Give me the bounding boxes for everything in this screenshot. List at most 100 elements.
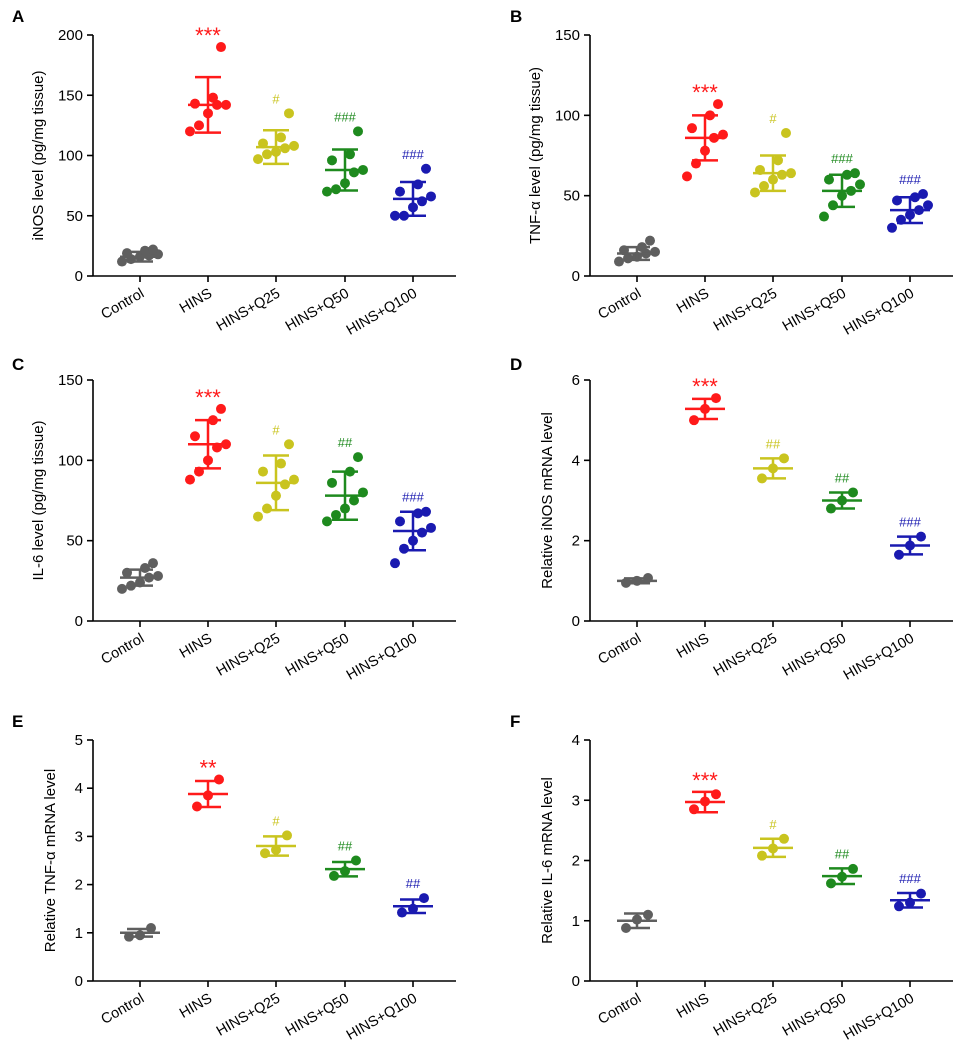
data-point — [353, 126, 363, 137]
panel-a: A 0 50 100 150 200 iNOS level (pg/mg tissue) Co… — [12, 7, 456, 339]
significance-annotation: ### — [334, 109, 356, 124]
group-hins: HINS ** — [177, 756, 228, 1022]
y-tick-label: 50 — [563, 188, 580, 205]
panel-f: F 0 1 2 3 4 Relative IL-6 mRNA level Control HIN… — [510, 712, 953, 1044]
data-point — [353, 452, 363, 463]
data-point — [284, 108, 294, 119]
group-hins: HINS *** — [674, 768, 725, 1022]
x-tick-label: HINS+Q50 — [780, 631, 849, 680]
data-point — [276, 458, 286, 469]
group-control: Control — [99, 922, 160, 1028]
data-point — [687, 123, 697, 134]
group-hins-q50: HINS+Q50 ### — [780, 151, 865, 335]
data-point — [331, 509, 341, 520]
data-point — [276, 132, 286, 143]
data-point — [280, 479, 290, 490]
significance-annotation: *** — [692, 374, 718, 399]
group-hins-q25: HINS+Q25 # — [214, 813, 296, 1040]
y-axis-title: Relative IL-6 mRNA level — [539, 777, 556, 944]
data-point — [208, 92, 218, 103]
data-point — [777, 169, 787, 180]
significance-annotation: # — [272, 422, 280, 437]
y-axis-title: Relative TNF-α mRNA level — [42, 769, 59, 952]
significance-annotation: *** — [692, 768, 718, 793]
data-point — [614, 256, 624, 267]
x-tick-label: Control — [596, 991, 644, 1028]
y-tick-label: 4 — [572, 732, 580, 749]
group-hins-q25: HINS+Q25 # — [214, 422, 299, 680]
x-tick-label: HINS+Q25 — [711, 631, 780, 680]
data-point — [216, 403, 226, 414]
group-hins-q50: HINS+Q50 ## — [780, 470, 862, 680]
data-point — [194, 120, 204, 131]
data-point — [781, 128, 791, 139]
significance-annotation: ### — [899, 515, 921, 530]
x-tick-label: Control — [99, 631, 147, 668]
y-tick-label: 150 — [58, 87, 83, 104]
data-point — [713, 99, 723, 110]
panel-letter: C — [12, 355, 24, 374]
data-point — [395, 186, 405, 197]
data-point — [185, 474, 195, 485]
data-point — [682, 171, 692, 182]
x-tick-label: HINS+Q25 — [214, 631, 283, 680]
data-point — [117, 256, 127, 267]
significance-annotation: ## — [338, 435, 353, 450]
data-point — [395, 516, 405, 527]
x-tick-label: HINS — [674, 286, 712, 317]
y-tick-label: 150 — [555, 27, 580, 44]
group-control: Control — [99, 558, 163, 668]
data-point — [773, 155, 783, 166]
data-point — [351, 855, 361, 866]
significance-annotation: ## — [338, 839, 353, 854]
significance-annotation: ## — [835, 846, 850, 861]
y-tick-label: 2 — [572, 533, 580, 550]
group-control: Control — [596, 235, 660, 323]
data-point — [322, 186, 332, 197]
y-tick-label: 6 — [572, 372, 580, 389]
data-point — [759, 181, 769, 192]
x-tick-label: HINS+Q50 — [780, 286, 849, 335]
panel-d: D 0 2 4 6 Relative iNOS mRNA level Control HINS… — [510, 355, 953, 684]
group-hins: HINS *** — [177, 23, 231, 317]
data-point — [349, 495, 359, 506]
y-tick-label: 1 — [75, 925, 83, 942]
group-hins-q100: HINS+Q100 ### — [841, 172, 933, 339]
panel-b: B 0 50 100 150 TNF-α level (pg/mg tissue) Cont… — [510, 7, 953, 339]
data-point — [190, 431, 200, 442]
x-tick-label: HINS — [177, 631, 215, 662]
y-tick-label: 100 — [58, 452, 83, 469]
data-point — [253, 511, 263, 522]
x-tick-label: Control — [99, 286, 147, 323]
group-hins-q100: HINS+Q100 ### — [841, 515, 930, 684]
y-tick-label: 50 — [66, 533, 83, 550]
x-tick-label: HINS+Q25 — [214, 286, 283, 335]
significance-annotation: # — [272, 813, 280, 828]
significance-annotation: *** — [692, 80, 718, 105]
y-tick-label: 0 — [75, 973, 83, 990]
data-point — [216, 42, 226, 53]
data-point — [262, 149, 272, 160]
data-point — [117, 583, 127, 594]
group-hins: HINS *** — [674, 80, 728, 317]
x-tick-label: Control — [596, 631, 644, 668]
x-tick-label: HINS — [177, 286, 215, 317]
group-hins-q25: HINS+Q25 ## — [711, 436, 793, 680]
x-tick-label: HINS — [674, 991, 712, 1022]
data-point — [258, 466, 268, 477]
y-tick-label: 100 — [555, 107, 580, 124]
y-axis-title: TNF-α level (pg/mg tissue) — [527, 67, 544, 244]
data-point — [819, 211, 829, 222]
panel-letter: D — [510, 355, 522, 374]
data-point — [390, 558, 400, 569]
significance-annotation: # — [769, 111, 777, 126]
y-tick-label: 0 — [75, 268, 83, 285]
group-control: Control — [99, 244, 163, 323]
data-point — [322, 516, 332, 527]
significance-annotation: # — [769, 817, 777, 832]
y-tick-label: 100 — [58, 148, 83, 165]
x-tick-label: HINS+Q50 — [283, 286, 352, 335]
x-tick-label: HINS — [674, 631, 712, 662]
y-tick-label: 4 — [75, 780, 83, 797]
